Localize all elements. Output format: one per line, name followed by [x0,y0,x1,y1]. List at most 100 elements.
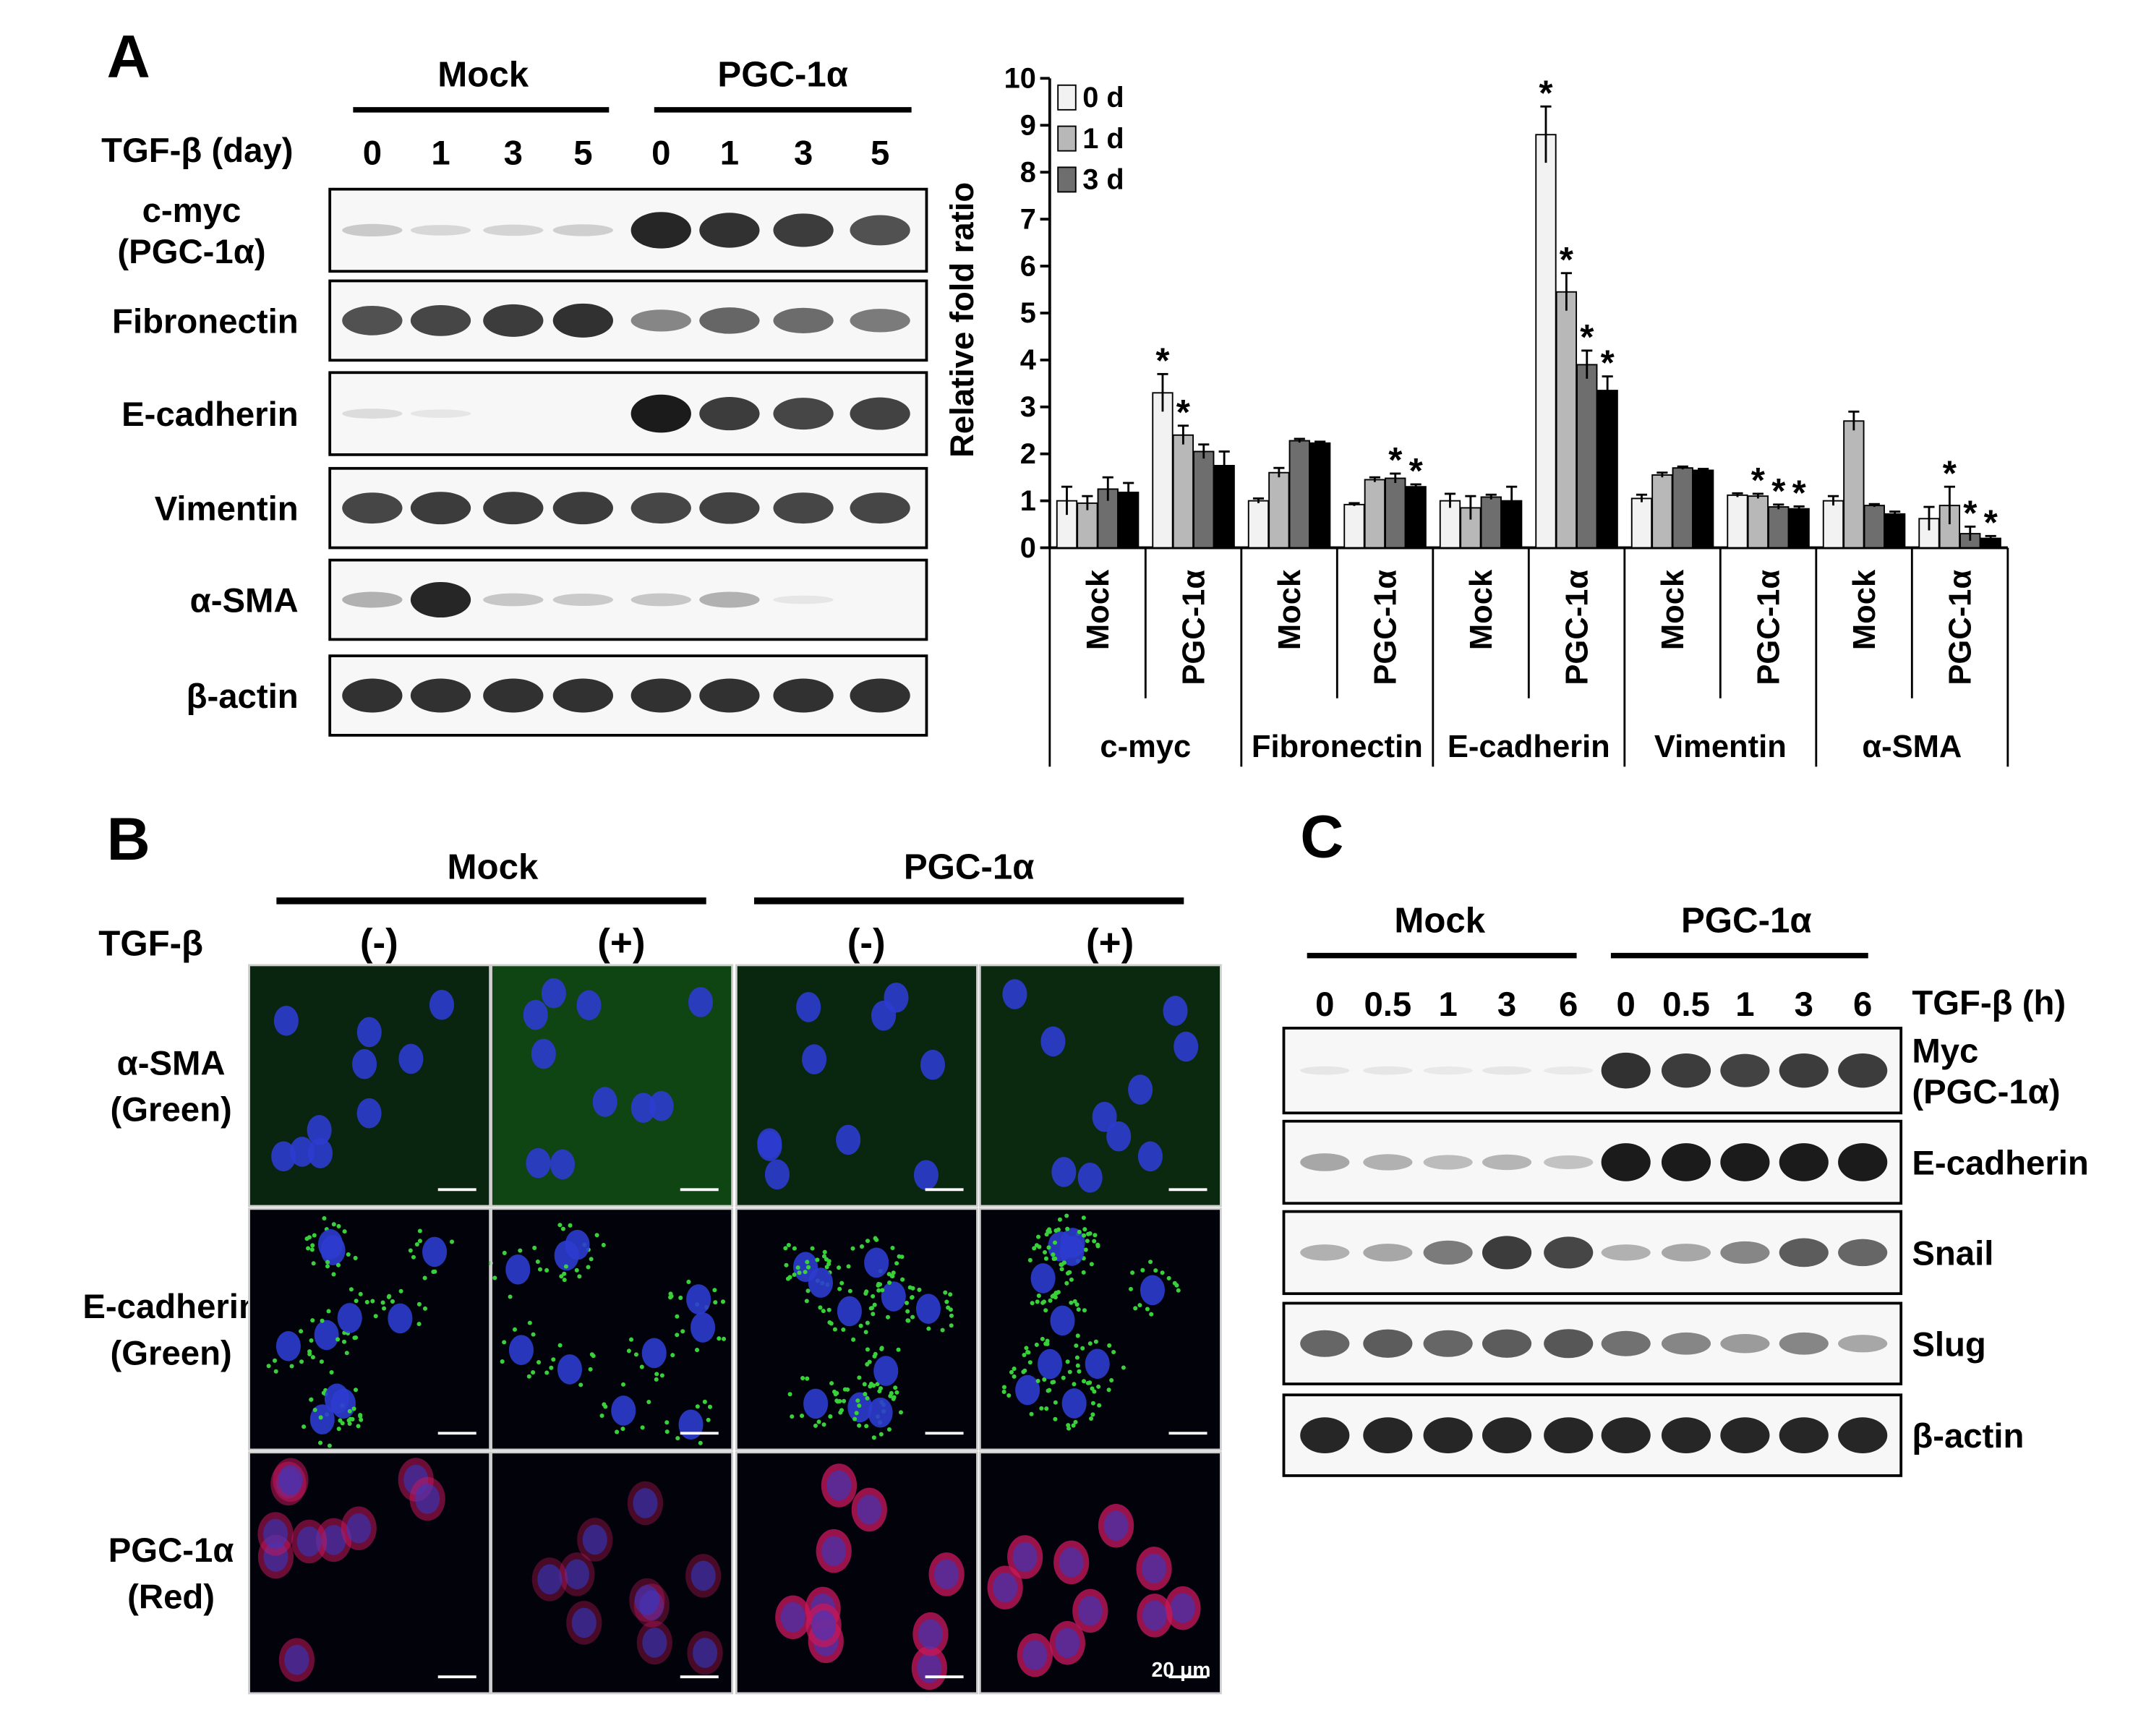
green-puncta [940,1327,945,1333]
blot-band [630,492,691,524]
green-puncta [1042,1377,1047,1382]
green-puncta [833,1392,838,1397]
green-puncta [1148,1260,1153,1265]
blot-band [1544,1417,1594,1453]
green-puncta [1027,1360,1033,1365]
green-puncta [800,1376,805,1381]
panel-c-letter: C [1300,803,1343,870]
green-puncta [1073,1419,1078,1424]
green-puncta [527,1320,532,1325]
nucleus [1142,1600,1168,1631]
panel-a-group-pgc1a: PGC-1α [717,55,848,95]
nucleus [690,1312,716,1343]
nucleus [915,1294,941,1324]
nucleus [1040,1026,1066,1057]
green-puncta [1039,1406,1044,1411]
y-tick-label: 8 [1020,156,1036,188]
hour-label: 6 [1559,985,1578,1024]
green-puncta [358,1413,363,1418]
green-puncta [318,1440,323,1445]
day-label: 5 [871,134,889,173]
green-puncta [842,1387,847,1392]
green-puncta [1176,1288,1181,1293]
green-puncta [1090,1412,1095,1417]
green-puncta [335,1262,341,1267]
green-puncta [898,1410,903,1415]
legend-swatch [1057,166,1077,193]
green-puncta [900,1277,905,1282]
day-label: 3 [504,134,523,173]
category-label: PGC-1α [1177,570,1212,685]
nucleus [275,1330,301,1361]
green-puncta [675,1436,680,1441]
blot-row-label: E-cadherin [1912,1145,2089,1183]
green-puncta [910,1314,915,1320]
green-puncta [664,1429,670,1434]
green-puncta [336,1427,341,1432]
blot-band [1482,1066,1532,1075]
bar [1727,494,1748,549]
nucleus [523,999,548,1030]
micrograph [735,1451,978,1695]
green-puncta [865,1361,870,1367]
blot-band [1363,1066,1413,1075]
green-puncta [1082,1379,1087,1384]
green-puncta [601,1242,606,1247]
green-puncta [322,1215,327,1221]
blot-band [1661,1143,1711,1181]
green-puncta [1056,1227,1061,1232]
green-puncta [309,1338,314,1343]
green-puncta [786,1242,791,1248]
green-puncta [800,1414,805,1419]
green-puncta [1067,1369,1072,1374]
micrograph [978,964,1222,1207]
bar [1364,479,1386,549]
bar [1385,477,1406,549]
blot-band [1661,1053,1711,1088]
green-puncta [787,1392,792,1397]
green-puncta [307,1349,312,1354]
green-puncta [865,1320,870,1325]
green-puncta [1089,1262,1094,1267]
hour-label: 1 [1735,985,1754,1024]
blot-row-label: (PGC-1α) [1912,1073,2060,1111]
blot-band [552,678,613,713]
green-puncta [1046,1245,1051,1250]
green-puncta [894,1390,899,1395]
hour-label: 1 [1438,985,1457,1024]
micrograph-row-label: E-cadherin [82,1288,260,1326]
blot-band [699,492,760,524]
blot-band [699,591,760,608]
green-puncta [304,1236,309,1241]
green-puncta [885,1314,891,1320]
legend-label: 0 d [1082,82,1124,114]
green-puncta [306,1246,311,1251]
nucleus [346,1513,372,1544]
condition-label: (-) [847,922,886,965]
blot-band [483,678,544,713]
green-puncta [299,1359,304,1364]
y-tick-label: 10 [1004,63,1036,95]
nucleus [1022,1640,1048,1670]
green-puncta [675,1314,680,1319]
blot-band [1482,1329,1532,1358]
green-puncta [1082,1233,1087,1238]
green-puncta [518,1248,523,1253]
bar [1555,291,1578,549]
green-puncta [1128,1286,1133,1291]
green-puncta [370,1299,375,1304]
green-puncta [868,1384,873,1389]
green-puncta [887,1280,892,1285]
green-puncta [871,1435,876,1440]
category-label: Mock [1081,569,1116,650]
green-puncta [373,1314,378,1319]
micrograph-background [249,1208,490,1450]
green-puncta [821,1254,826,1259]
green-puncta [1053,1256,1058,1261]
significance-star: * [1560,240,1574,280]
panel-c-group-pgc1a: PGC-1α [1681,900,1812,940]
green-puncta [591,1354,596,1359]
category-group-label: Fibronectin [1252,730,1423,764]
panel-a-group-mock: Mock [437,55,529,95]
green-puncta [578,1382,583,1387]
